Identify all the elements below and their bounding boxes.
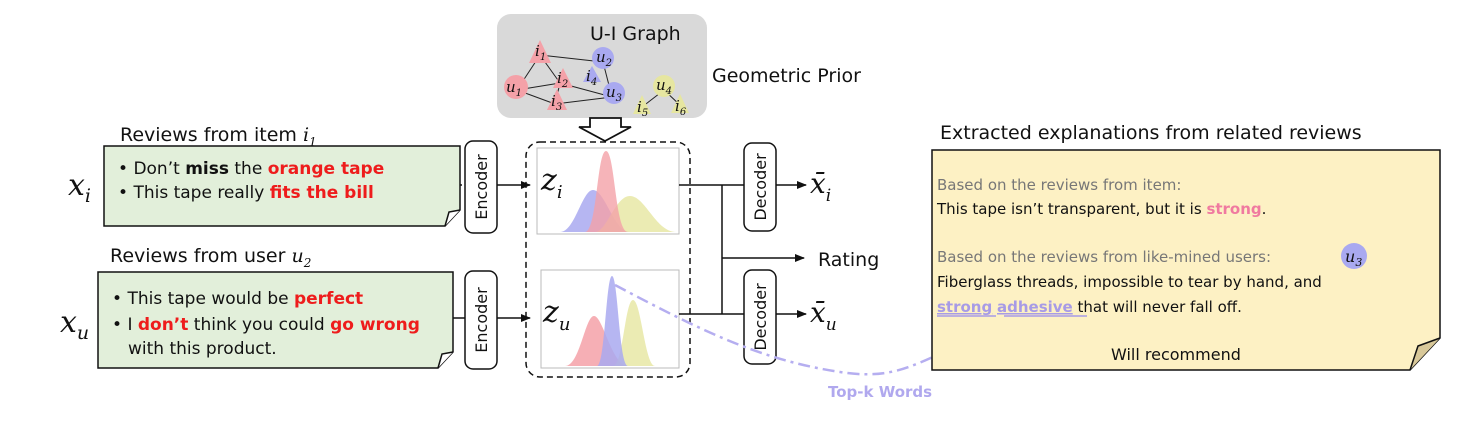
explanations-title: Extracted explanations from related revi… (940, 122, 1362, 144)
conclusion: Will recommend (1111, 345, 1241, 364)
geometric-prior-label: Geometric Prior (712, 65, 861, 87)
node-i4-shape (583, 66, 601, 82)
z-item: zi (540, 163, 563, 203)
node-u1-label: u1 (506, 78, 522, 99)
user-decoder-label: Decoder (751, 283, 770, 351)
node-i5-label: i5 (637, 98, 648, 119)
item-review-line-1: • Don’t miss the orange tape (118, 159, 384, 179)
node-i3-label: i3 (551, 92, 562, 113)
user-sentence-line-2: strong adhesive that will never fall off… (937, 298, 1242, 316)
z-user: zu (542, 295, 570, 335)
user-decoder (743, 269, 777, 365)
user-intro: Based on the reviews from like-mined use… (937, 248, 1271, 266)
user-reviews-fold (437, 351, 454, 369)
node-u4-shape (653, 75, 675, 97)
node-i6-label: i6 (675, 97, 687, 118)
item-sentence: This tape isn’t transparent, but it is s… (936, 200, 1266, 218)
node-i1-shape (529, 40, 551, 63)
item-dist-red (585, 151, 628, 232)
item-decoder (743, 142, 777, 232)
latent-connections (679, 184, 744, 315)
node-u3-label: u3 (606, 83, 622, 104)
item-intro: Based on the reviews from item: (937, 176, 1181, 194)
user-input-var: xu (60, 305, 89, 344)
node-u4-label: u4 (656, 76, 672, 97)
prior-arrow (578, 117, 632, 143)
graph-title: U-I Graph (590, 23, 681, 45)
item-reviews-title: Reviews from item i1 (120, 124, 317, 149)
user-dist-blue (597, 276, 628, 366)
user-sentence-line-1: Fiberglass threads, impossible to tear b… (937, 273, 1322, 291)
xbar-item: x̄i (810, 167, 831, 206)
user-dist-yellow (613, 300, 655, 366)
item-input-var: xi (68, 168, 91, 207)
latent-container (525, 141, 691, 378)
item-encoder-label: Encoder (472, 154, 491, 220)
node-i3-shape (547, 89, 567, 110)
user-encoder (464, 270, 498, 370)
user-badge-label: u3 (1345, 247, 1362, 269)
user-reviews-title: Reviews from user u2 (110, 245, 311, 270)
node-i1-label: i1 (535, 42, 546, 63)
topk-label: Top-k Words (828, 383, 932, 401)
rating-label: Rating (818, 249, 879, 271)
item-review-line-2: • This tape really fits the bill (118, 183, 374, 203)
node-i6-shape (671, 94, 689, 113)
node-i2-shape (553, 68, 573, 88)
explanations-fold (1409, 337, 1441, 371)
node-u1-shape (504, 75, 528, 99)
item-decoder-label: Decoder (751, 153, 770, 221)
item-encoder (464, 140, 498, 234)
user-badge (1341, 243, 1367, 269)
user-encoder-label: Encoder (472, 287, 491, 353)
node-i4-label: i4 (586, 67, 597, 88)
node-i5-shape (633, 95, 651, 114)
node-i2-label: i2 (557, 69, 568, 90)
node-u2-shape (592, 47, 614, 69)
user-review-line-3: with this product. (128, 339, 277, 359)
user-review-line-1: • This tape would be perfect (112, 289, 363, 309)
node-u3-shape (603, 82, 625, 104)
item-reviews-fold (444, 209, 461, 227)
user-review-line-2: • I don’t think you could go wrong (112, 315, 420, 335)
topk-curve (614, 283, 941, 376)
xbar-user: x̄u (810, 296, 837, 335)
node-u2-label: u2 (596, 48, 612, 69)
